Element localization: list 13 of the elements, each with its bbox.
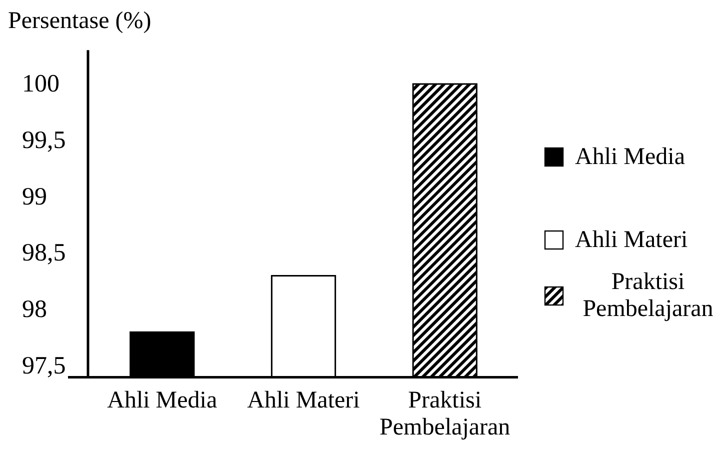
y-tick-label: 98 (22, 296, 47, 324)
x-tick-label: Ahli Media (107, 387, 218, 414)
y-tick-label: 100 (22, 70, 60, 98)
legend-label: Ahli Materi (575, 227, 688, 253)
legend-label: Ahli Media (575, 144, 686, 170)
x-tick-label: Praktisi Pembelajaran (380, 387, 510, 440)
x-tick-label: Ahli Materi (247, 387, 360, 414)
y-tick-label: 98,5 (22, 240, 66, 267)
legend-label: Praktisi Pembelajaran (582, 269, 714, 322)
y-tick-label: 99 (22, 183, 47, 210)
y-tick-label: 97,5 (22, 352, 66, 380)
y-tick-label: 99,5 (22, 126, 66, 154)
y-axis-title: Persentase (%) (8, 8, 152, 34)
